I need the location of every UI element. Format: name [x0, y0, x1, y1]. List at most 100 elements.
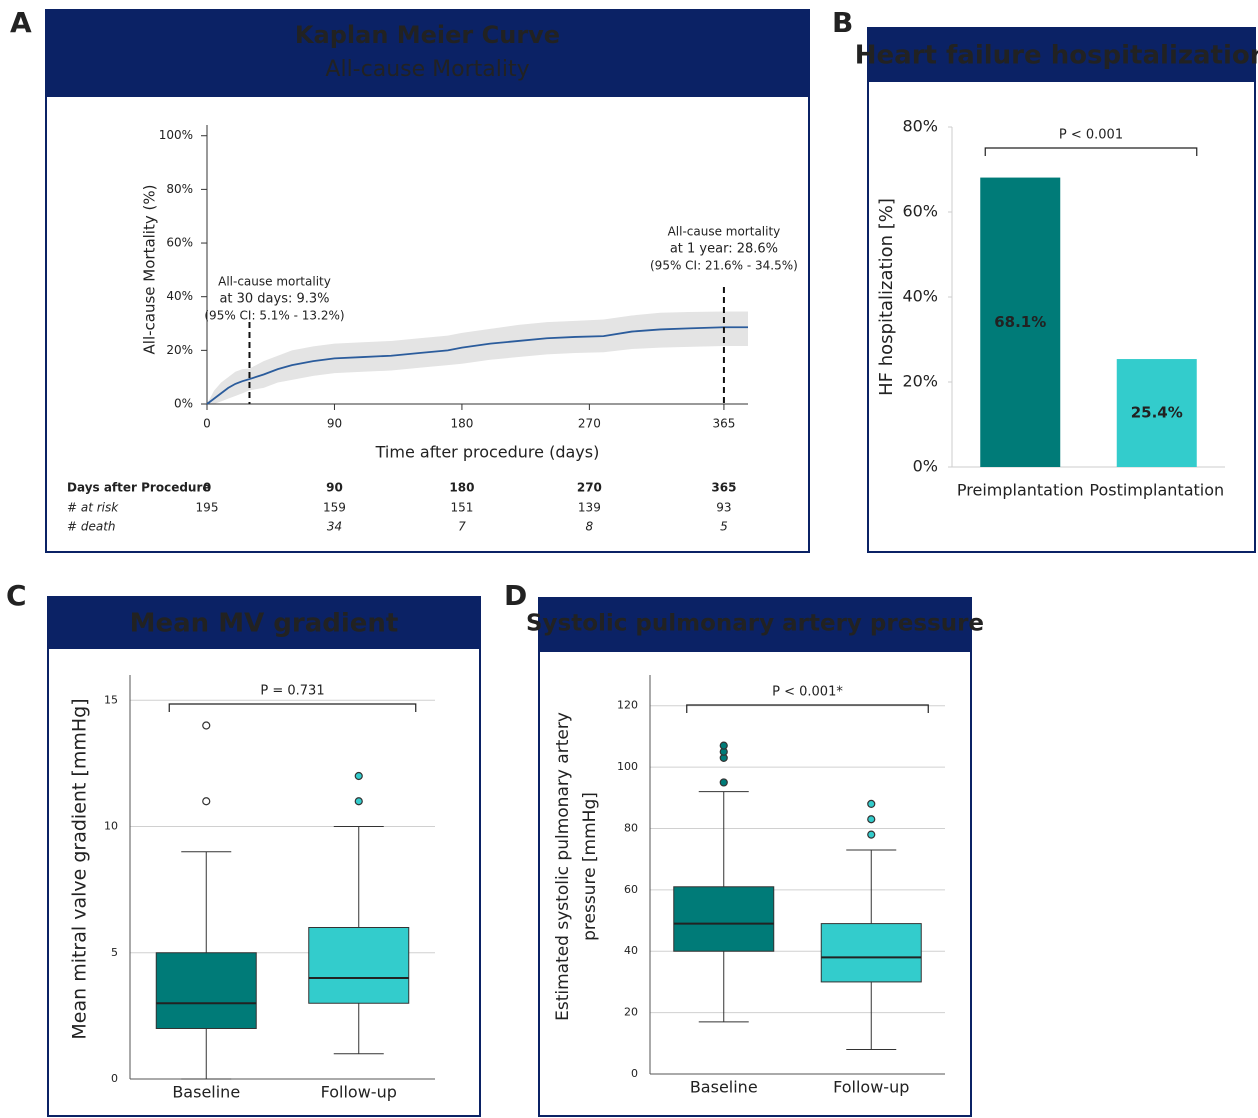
y-tick-label: 80% — [166, 182, 193, 196]
y-tick-label: 20% — [902, 372, 938, 391]
significance-bracket — [168, 703, 417, 712]
outlier — [867, 830, 876, 839]
outlier — [719, 741, 728, 750]
chart-title: Systolic pulmonary artery pressure — [526, 611, 984, 637]
annotation-text: (95% CI: 5.1% - 13.2%) — [204, 309, 344, 323]
y-tick-label: 60% — [902, 202, 938, 221]
significance-bracket — [686, 704, 929, 713]
risk-table-value: 7 — [458, 520, 466, 534]
x-tick-label: 180 — [450, 417, 473, 431]
value-label: 25.4% — [1131, 404, 1183, 422]
chart-title: Kaplan Meier Curve — [295, 21, 560, 49]
y-tick-label: 15 — [104, 693, 118, 706]
y-tick-label: 20% — [166, 343, 193, 357]
risk-table-column: 365 — [711, 481, 736, 495]
x-axis-label: Time after procedure (days) — [375, 443, 600, 462]
significance-label: P = 0.731 — [260, 684, 324, 699]
chart-title: Heart failure hospitalization — [855, 41, 1258, 71]
x-tick-label: Baseline — [690, 1078, 758, 1097]
y-axis-label: Estimated systolic pulmonary artery — [553, 712, 573, 1021]
risk-table-header: Days after Procedure — [67, 481, 211, 495]
panel-header — [539, 598, 971, 652]
annotation-text: All-cause mortality — [218, 275, 331, 289]
box — [820, 923, 922, 983]
bar — [1116, 359, 1197, 467]
y-tick-label: 40% — [902, 287, 938, 306]
y-tick-label: 0 — [631, 1067, 638, 1080]
x-tick-label: 365 — [712, 417, 735, 431]
annotation-text: (95% CI: 21.6% - 34.5%) — [650, 259, 798, 273]
y-tick-label: 60% — [166, 236, 193, 250]
y-axis-label: pressure [mmHg] — [580, 792, 600, 941]
y-tick-label: 120 — [617, 699, 638, 712]
annotation-text: at 1 year: 28.6% — [670, 242, 778, 257]
x-tick-label: Follow-up — [833, 1078, 909, 1097]
outlier — [354, 771, 363, 781]
risk-table-value: 139 — [578, 501, 601, 515]
panel-header — [46, 10, 809, 97]
x-tick-label: 90 — [327, 417, 342, 431]
risk-table-value: 93 — [716, 501, 731, 515]
annotation-text: All-cause mortality — [668, 225, 781, 239]
y-tick-label: 0% — [913, 457, 938, 476]
outlier — [202, 721, 211, 730]
panel-letter: A — [10, 6, 32, 39]
significance-label: P < 0.001* — [772, 685, 843, 700]
chart-subtitle: All-cause Mortality — [325, 57, 529, 82]
y-tick-label: 20 — [624, 1006, 638, 1019]
y-tick-label: 80 — [624, 821, 638, 834]
survival-curve — [206, 326, 748, 405]
panel-frame — [47, 596, 481, 1117]
risk-table-value: 5 — [720, 520, 728, 534]
x-tick-label: Baseline — [172, 1083, 240, 1102]
y-tick-label: 10 — [104, 820, 118, 833]
x-tick-label: Postimplantation — [1089, 481, 1224, 500]
y-tick-label: 0 — [111, 1072, 118, 1085]
risk-table-column: 90 — [326, 481, 343, 495]
risk-table-value: 195 — [196, 501, 219, 515]
box — [308, 927, 410, 1004]
risk-table-row-label: # death — [67, 520, 116, 534]
risk-table-value: 8 — [586, 520, 594, 534]
y-tick-label: 40 — [624, 944, 638, 957]
box — [155, 952, 257, 1029]
outlier — [867, 799, 876, 809]
panel-header — [48, 597, 480, 649]
value-label: 68.1% — [994, 313, 1046, 331]
box — [673, 886, 775, 952]
y-tick-label: 60 — [624, 883, 638, 896]
bar — [980, 177, 1061, 467]
risk-table-value: 34 — [327, 520, 342, 534]
risk-table-value: 159 — [323, 501, 346, 515]
panel-frame — [45, 9, 810, 553]
y-tick-label: 5 — [111, 946, 118, 959]
panel-letter: D — [504, 579, 527, 612]
y-axis-label: HF hospitalization [%] — [876, 198, 897, 396]
y-axis-label: Mean mitral valve gradient [mmHg] — [69, 698, 91, 1039]
y-tick-label: 0% — [174, 397, 193, 411]
y-axis-label: All-cause Mortality (%) — [141, 185, 159, 355]
panel-letter: C — [6, 579, 27, 612]
outlier — [719, 778, 728, 787]
y-tick-label: 40% — [166, 289, 193, 303]
risk-table-row-label: # at risk — [67, 501, 119, 515]
y-tick-label: 100% — [159, 128, 193, 142]
outlier — [867, 815, 876, 824]
panel-frame — [538, 597, 972, 1117]
x-tick-label: Preimplantation — [957, 481, 1084, 500]
risk-table-column: 0 — [203, 481, 211, 495]
risk-table-column: 180 — [449, 481, 474, 495]
annotation-text: at 30 days: 9.3% — [219, 292, 329, 307]
x-tick-label: 0 — [203, 417, 211, 431]
panel-header — [868, 28, 1255, 82]
y-tick-label: 80% — [902, 117, 938, 136]
x-tick-label: Follow-up — [321, 1083, 397, 1102]
risk-table-column: 270 — [577, 481, 602, 495]
outlier — [202, 797, 211, 806]
x-tick-label: 270 — [578, 417, 601, 431]
y-tick-label: 100 — [617, 760, 638, 773]
panel-letter: B — [832, 6, 853, 39]
significance-bracket — [984, 147, 1198, 156]
significance-label: P < 0.001 — [1059, 128, 1123, 143]
